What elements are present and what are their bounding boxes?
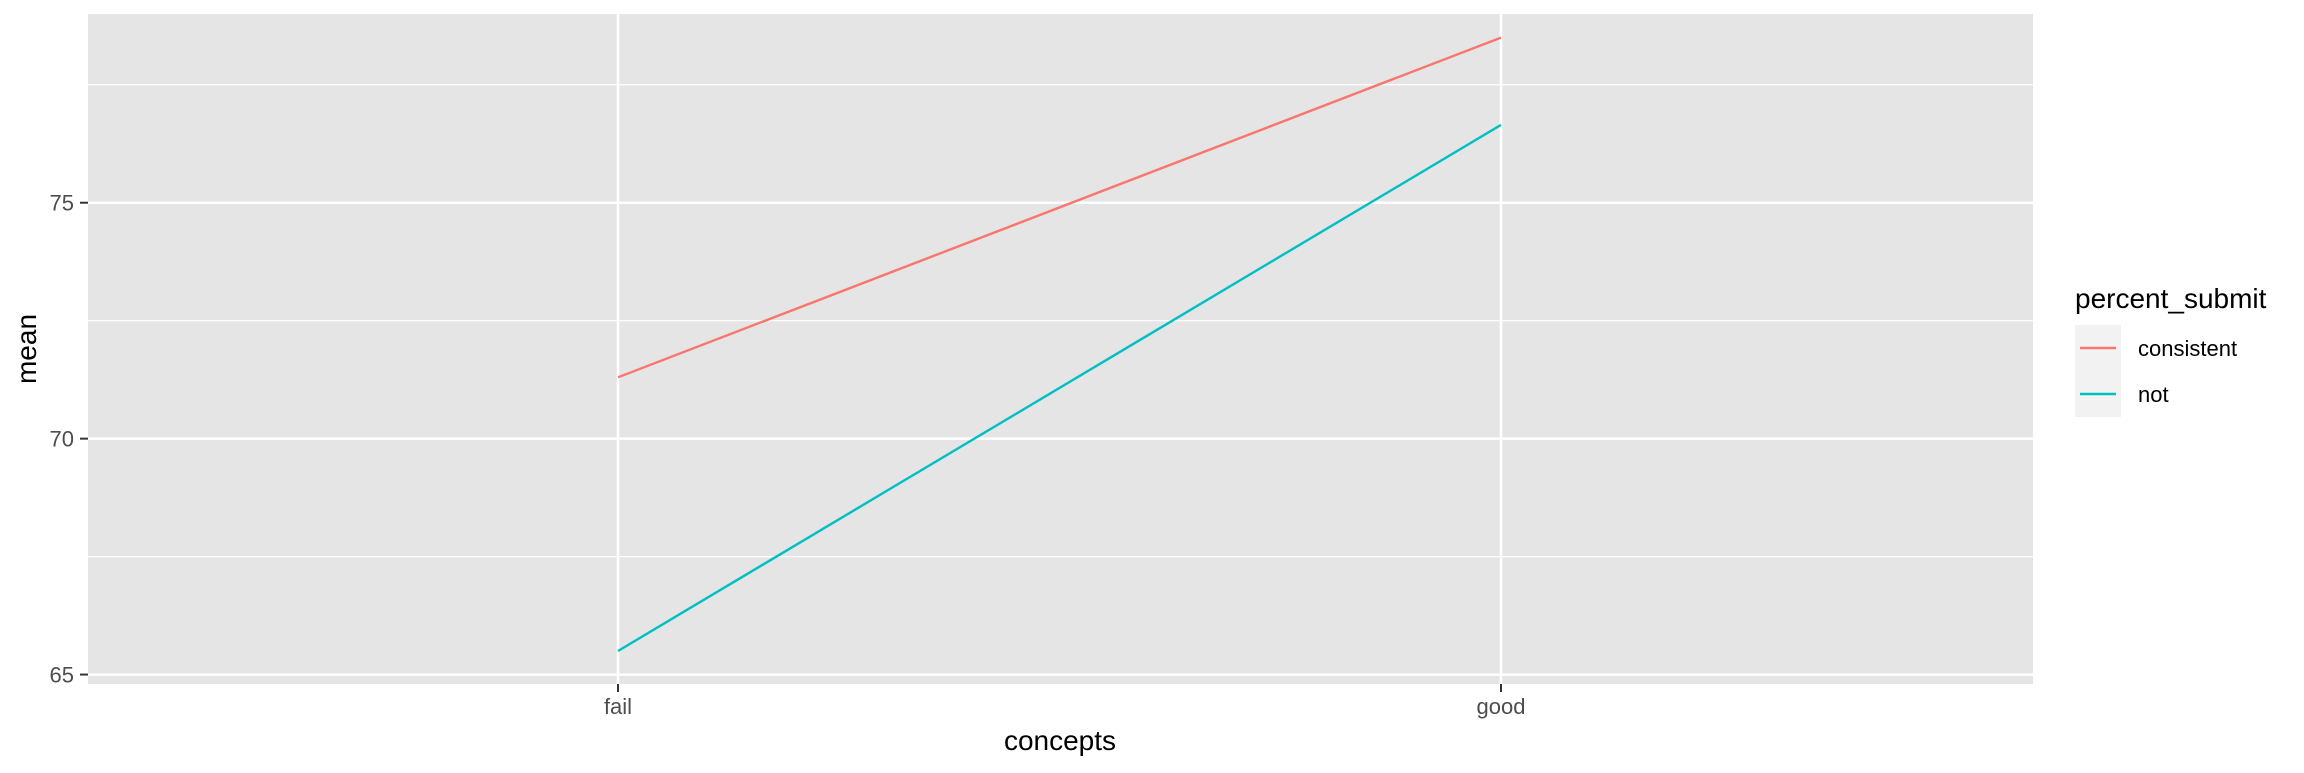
series-lines: [617, 36, 1502, 653]
legend-title: percent_submit: [2075, 283, 2267, 314]
legend-key-background: [2075, 325, 2121, 417]
y-axis-title: mean: [11, 314, 42, 384]
plot-panel: [88, 14, 2033, 684]
x-tick-label: fail: [604, 694, 632, 719]
y-tick-label: 75: [50, 191, 74, 216]
axes: 65 70 75 fail good: [50, 191, 1526, 719]
y-tick-label: 65: [50, 663, 74, 688]
series-line-consistent: [617, 36, 1502, 379]
x-tick-label: good: [1477, 694, 1526, 719]
y-tick-label: 70: [50, 427, 74, 452]
legend-label-consistent: consistent: [2138, 336, 2237, 361]
legend: percent_submit consistent not: [2075, 283, 2267, 417]
legend-label-not: not: [2138, 382, 2169, 407]
grid-lines: [88, 14, 2033, 684]
x-axis-title: concepts: [1004, 725, 1116, 756]
series-line-not: [617, 123, 1502, 653]
